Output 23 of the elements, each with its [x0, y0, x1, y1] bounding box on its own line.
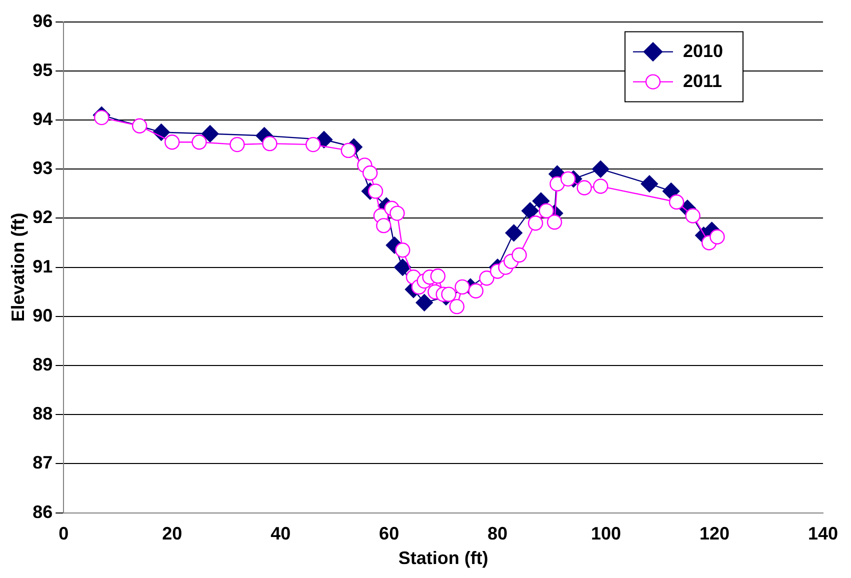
- x-tick-label: 80: [488, 524, 508, 544]
- x-tick-label: 120: [699, 524, 730, 544]
- y-tick-label: 89: [32, 354, 53, 374]
- x-tick-label: 0: [58, 524, 69, 544]
- x-tick-label: 100: [591, 524, 622, 544]
- y-tick-label: 96: [32, 10, 53, 31]
- x-tick-label: 140: [808, 524, 838, 544]
- y-tick-label: 86: [32, 502, 53, 522]
- legend-label: 2011: [683, 70, 722, 91]
- y-tick-label: 94: [32, 108, 53, 129]
- y-tick-label: 93: [32, 158, 53, 178]
- legend-label: 2010: [683, 40, 724, 61]
- x-axis-title: Station (ft): [398, 548, 488, 568]
- y-tick-label: 95: [32, 60, 53, 80]
- y-axis-title: Elevation (ft): [8, 212, 28, 322]
- y-tick-label: 91: [32, 256, 53, 276]
- x-tick-label: 60: [379, 524, 400, 544]
- y-tick-label: 87: [32, 452, 53, 473]
- x-tick-label: 20: [162, 524, 182, 544]
- y-tick-label: 88: [32, 404, 53, 424]
- x-tick-label: 40: [270, 524, 291, 544]
- y-tick-label: 92: [32, 207, 53, 228]
- y-tick-label: 90: [32, 305, 53, 326]
